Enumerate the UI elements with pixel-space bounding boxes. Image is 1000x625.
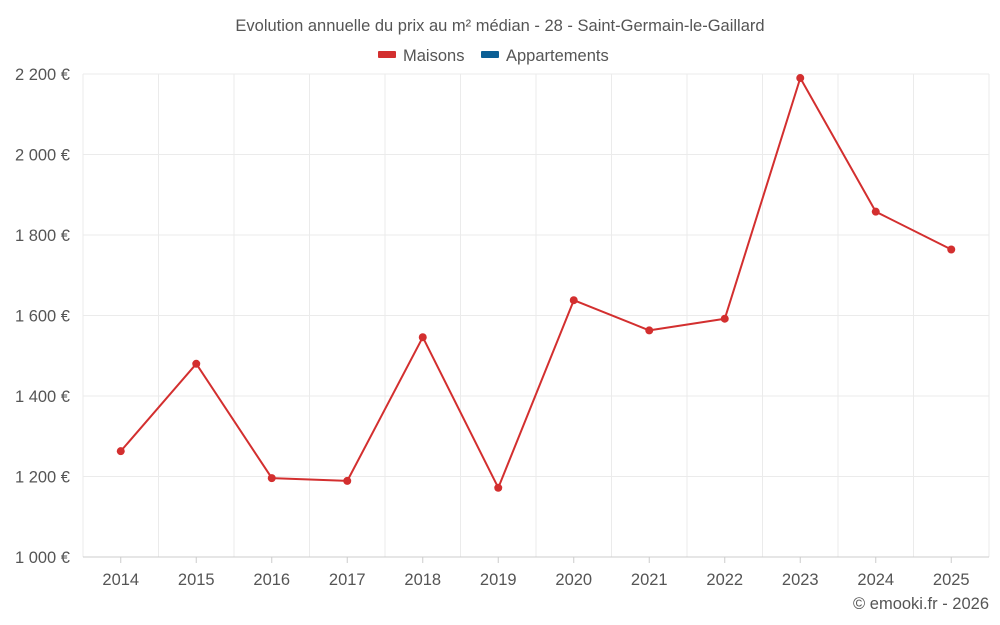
legend-label-maisons: Maisons (403, 47, 464, 65)
x-tick-label: 2020 (555, 571, 592, 589)
y-tick-label: 1 200 € (15, 469, 70, 487)
series-layer (116, 74, 956, 492)
x-tick-label: 2022 (706, 571, 743, 589)
x-tick-label: 2017 (329, 571, 366, 589)
x-tick-label: 2015 (178, 571, 215, 589)
legend-item-maisons[interactable]: Maisons (378, 47, 464, 65)
data-point-maisons[interactable] (343, 476, 352, 485)
legend: Maisons Appartements (378, 47, 609, 65)
data-point-maisons[interactable] (871, 207, 880, 216)
data-point-maisons[interactable] (796, 74, 805, 83)
x-tick-label: 2021 (631, 571, 668, 589)
credit-text: © emooki.fr - 2026 (853, 595, 989, 613)
y-tick-label: 1 400 € (15, 388, 70, 406)
legend-swatch-appartements (481, 51, 499, 58)
legend-swatch-maisons (378, 51, 396, 58)
data-point-maisons[interactable] (418, 333, 427, 342)
chart-title: Evolution annuelle du prix au m² médian … (235, 17, 764, 35)
x-tick-label: 2023 (782, 571, 819, 589)
legend-item-appartements[interactable]: Appartements (481, 47, 609, 65)
data-point-maisons[interactable] (947, 245, 956, 254)
y-tick-label: 1 000 € (15, 549, 70, 567)
data-point-maisons[interactable] (267, 474, 276, 483)
x-tick-label: 2019 (480, 571, 517, 589)
data-point-maisons[interactable] (494, 483, 503, 492)
x-tick-label: 2016 (253, 571, 290, 589)
y-tick-label: 1 800 € (15, 227, 70, 245)
data-point-maisons[interactable] (116, 447, 125, 456)
y-tick-label: 1 600 € (15, 308, 70, 326)
data-point-maisons[interactable] (192, 359, 201, 368)
x-tick-label: 2014 (102, 571, 139, 589)
y-axis-ticks: 1 000 € 1 200 € 1 400 € 1 600 € 1 800 € 2 000… (15, 66, 70, 567)
series-line-maisons (120, 77, 952, 489)
grid (82, 73, 990, 558)
y-tick-label: 2 200 € (15, 66, 70, 84)
x-tick-label: 2025 (933, 571, 970, 589)
x-tick-label: 2018 (404, 571, 441, 589)
x-tick-label: 2024 (857, 571, 894, 589)
x-axis-ticks: 2014 2015 2016 2017 2018 2019 2020 2021 2022 2023… (102, 557, 970, 589)
y-tick-label: 2 000 € (15, 147, 70, 165)
data-point-maisons[interactable] (645, 326, 654, 335)
data-point-maisons[interactable] (720, 314, 729, 323)
legend-label-appartements: Appartements (506, 47, 609, 65)
data-point-maisons[interactable] (569, 296, 578, 305)
